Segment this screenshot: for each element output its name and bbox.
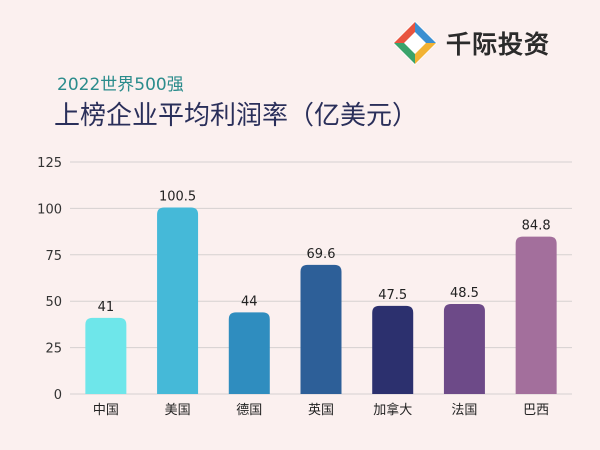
y-tick-label: 0 [54, 388, 62, 403]
bar [300, 264, 342, 394]
bar [228, 312, 270, 394]
x-tick-label: 美国 [165, 403, 191, 418]
y-tick-label: 50 [45, 295, 62, 310]
bar [443, 303, 485, 394]
data-label: 47.5 [378, 288, 407, 303]
chart-subtitle: 2022世界500强 [57, 75, 184, 95]
y-tick-label: 25 [45, 342, 62, 357]
chart-title: 上榜企业平均利润率（亿美元） [54, 101, 419, 131]
x-tick-label: 法国 [451, 403, 477, 418]
brand: 千际投资 [392, 20, 550, 66]
y-tick-label: 100 [37, 202, 62, 217]
data-label: 48.5 [450, 286, 479, 301]
x-tick-label: 英国 [308, 403, 334, 418]
bar [372, 305, 414, 394]
bar [515, 236, 557, 394]
bar [85, 317, 127, 394]
diamond-logo-icon [393, 21, 437, 65]
brand-name: 千际投资 [446, 30, 551, 59]
x-tick-label: 巴西 [523, 403, 549, 418]
data-label: 84.8 [522, 219, 551, 234]
data-label: 100.5 [159, 189, 196, 204]
data-label: 41 [98, 300, 115, 315]
data-label: 69.6 [307, 247, 336, 262]
bar [157, 207, 199, 394]
y-tick-label: 75 [45, 249, 62, 264]
data-label: 44 [241, 294, 258, 309]
x-tick-label: 中国 [93, 403, 119, 418]
y-tick-label: 125 [37, 156, 62, 171]
x-tick-label: 加拿大 [373, 402, 412, 418]
x-tick-label: 德国 [236, 403, 262, 418]
